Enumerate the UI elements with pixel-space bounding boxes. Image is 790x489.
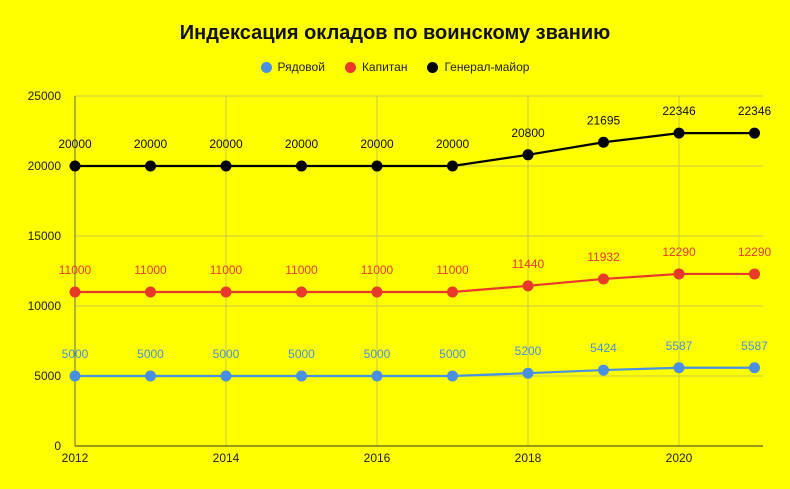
legend-label: Генерал-майор bbox=[444, 60, 530, 74]
data-label: 11000 bbox=[285, 263, 318, 277]
data-point bbox=[598, 136, 609, 148]
data-label: 20000 bbox=[209, 137, 243, 151]
data-point bbox=[749, 127, 760, 139]
data-point bbox=[371, 370, 383, 382]
data-point bbox=[673, 268, 685, 280]
data-point bbox=[220, 370, 232, 382]
data-label: 21695 bbox=[587, 113, 621, 127]
x-tick-label: 2016 bbox=[364, 451, 391, 465]
y-tick-label: 0 bbox=[54, 439, 61, 453]
legend-swatch bbox=[344, 61, 356, 73]
data-point bbox=[145, 286, 156, 298]
x-tick-label: 2018 bbox=[515, 451, 542, 465]
x-tick-label: 2020 bbox=[666, 451, 693, 465]
data-point bbox=[522, 149, 534, 161]
data-label: 20000 bbox=[285, 137, 319, 151]
data-label: 20800 bbox=[511, 126, 545, 140]
data-label: 11000 bbox=[361, 263, 394, 277]
legend-label: Капитан bbox=[361, 60, 408, 74]
data-point bbox=[296, 160, 307, 172]
data-label: 12290 bbox=[662, 245, 696, 259]
data-label: 20000 bbox=[58, 137, 92, 151]
legend: Рядовой Капитан Генерал-майор bbox=[0, 60, 790, 74]
chart-title: Индексация окладов по воинскому званию bbox=[179, 22, 611, 44]
y-tick-label: 15000 bbox=[28, 229, 62, 243]
data-point bbox=[145, 160, 156, 172]
data-label: 5000 bbox=[213, 347, 240, 361]
data-point bbox=[69, 286, 81, 298]
data-label: 11000 bbox=[436, 263, 469, 277]
y-tick-label: 10000 bbox=[28, 299, 62, 313]
legend-label: Рядовой bbox=[277, 60, 325, 74]
data-point bbox=[749, 268, 760, 280]
data-label: 22346 bbox=[662, 104, 696, 118]
data-label: 12290 bbox=[738, 245, 772, 259]
data-point bbox=[673, 362, 685, 374]
y-tick-label: 5000 bbox=[34, 369, 61, 383]
data-point bbox=[673, 127, 685, 139]
x-tick-label: 2012 bbox=[62, 451, 89, 465]
data-label: 5000 bbox=[439, 347, 466, 361]
data-point bbox=[522, 367, 534, 379]
data-point bbox=[522, 280, 534, 292]
series-line bbox=[75, 272, 755, 294]
series-line bbox=[75, 366, 755, 378]
data-label: 11000 bbox=[134, 263, 167, 277]
data-point bbox=[447, 160, 458, 172]
legend-swatch bbox=[260, 61, 272, 73]
y-tick-label: 20000 bbox=[28, 159, 62, 173]
y-tick-label: 25000 bbox=[28, 89, 62, 103]
legend-swatch bbox=[427, 61, 439, 73]
data-label: 11000 bbox=[210, 263, 243, 277]
data-label: 5000 bbox=[288, 347, 315, 361]
data-label: 5000 bbox=[62, 347, 89, 361]
data-point bbox=[220, 286, 232, 298]
data-point bbox=[371, 160, 383, 172]
legend-item: Рядовой bbox=[260, 60, 325, 74]
data-point bbox=[69, 160, 81, 172]
legend-item: Генерал-майор bbox=[427, 60, 529, 74]
legend-item: Капитан bbox=[344, 60, 408, 74]
data-point bbox=[371, 286, 383, 298]
data-label: 11000 bbox=[59, 263, 92, 277]
data-label: 5000 bbox=[364, 347, 391, 361]
data-point bbox=[447, 370, 458, 382]
data-point bbox=[296, 286, 307, 298]
data-label: 22346 bbox=[738, 104, 772, 118]
data-point bbox=[296, 370, 307, 382]
data-point bbox=[749, 362, 760, 374]
data-point bbox=[69, 370, 81, 382]
data-label: 5000 bbox=[137, 347, 164, 361]
data-point bbox=[447, 286, 458, 298]
data-label: 5587 bbox=[666, 339, 693, 353]
x-tick-label: 2014 bbox=[213, 451, 240, 465]
series-line bbox=[75, 132, 755, 168]
data-label: 11932 bbox=[587, 250, 620, 264]
data-point bbox=[598, 364, 609, 376]
data-label: 20000 bbox=[360, 137, 394, 151]
data-label: 20000 bbox=[134, 137, 168, 151]
data-label: 5587 bbox=[741, 339, 768, 353]
data-point bbox=[598, 273, 609, 285]
data-point bbox=[220, 160, 232, 172]
data-label: 20000 bbox=[436, 137, 470, 151]
data-point bbox=[145, 370, 156, 382]
data-label: 5200 bbox=[515, 344, 542, 358]
data-label: 11440 bbox=[512, 257, 545, 271]
data-label: 5424 bbox=[590, 341, 617, 355]
